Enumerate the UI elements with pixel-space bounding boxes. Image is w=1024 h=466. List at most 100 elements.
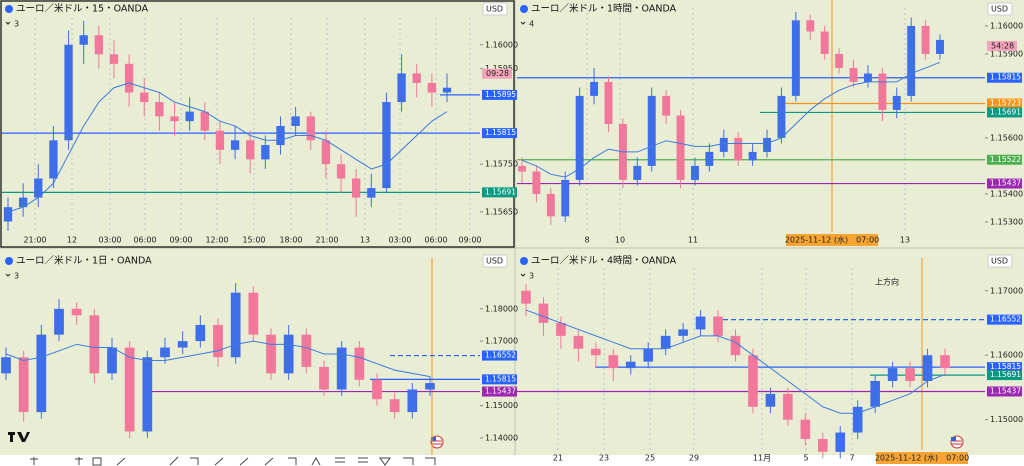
candle-body xyxy=(49,140,58,179)
x-tick-label: 09:00 xyxy=(458,236,481,245)
candle-body xyxy=(107,347,117,374)
candle-body xyxy=(412,73,421,83)
candle-body xyxy=(591,348,601,356)
price-tag xyxy=(987,386,1022,397)
price-tag-label: 1.15895 xyxy=(485,90,516,99)
currency: USD xyxy=(486,5,503,14)
candle-body xyxy=(170,116,179,122)
candle-body xyxy=(695,316,706,330)
candle-body xyxy=(608,355,619,369)
candle-body xyxy=(734,137,743,161)
price-tag-label: 1.15815 xyxy=(485,374,516,383)
candle-body xyxy=(261,145,270,160)
x-tick-label: 7 xyxy=(849,454,854,463)
candle-body xyxy=(660,335,671,349)
y-tick-label: 1.15950 xyxy=(485,64,518,73)
price-tag-label: 1.15691 xyxy=(990,107,1021,116)
price-tag xyxy=(482,374,517,385)
candle-body xyxy=(94,35,103,55)
candle-body xyxy=(291,116,300,126)
candle-body xyxy=(730,335,741,356)
marker-box xyxy=(876,452,968,464)
price-tag xyxy=(987,314,1022,325)
candle-body xyxy=(748,355,758,407)
y-tick-label: 1.15000 xyxy=(990,415,1023,424)
y-tick-label: 1.15000 xyxy=(485,401,518,410)
y-tick-label: 1.15300 xyxy=(990,217,1023,226)
candle-body xyxy=(835,432,846,452)
candle-body xyxy=(185,111,194,122)
price-tag xyxy=(987,370,1022,381)
candle-body xyxy=(246,140,255,160)
candle-body xyxy=(336,164,346,179)
candle-body xyxy=(907,25,916,96)
price-tag xyxy=(987,98,1022,109)
symbol-icon xyxy=(520,5,528,13)
candle-body xyxy=(777,95,786,138)
candle-body xyxy=(3,207,13,222)
countdown-box xyxy=(482,68,512,79)
chart-panel: ユーロ／米ドル・1時間・OANDA 4 USD 1.16000 1.15900 1.156… xyxy=(517,0,1023,246)
y-tick-label: 1.15750 xyxy=(485,160,518,169)
candle-body xyxy=(382,102,391,189)
price-tag-label: 1.15437 xyxy=(990,386,1021,395)
candle-body xyxy=(625,361,636,369)
price-tag xyxy=(987,178,1022,189)
chevron xyxy=(5,273,11,277)
indicator-count: 4 xyxy=(529,20,534,29)
x-tick-label: 21:00 xyxy=(23,236,46,245)
candle-body xyxy=(367,188,376,198)
toolbar xyxy=(0,455,1024,466)
price-tag xyxy=(482,89,517,100)
moving-average xyxy=(521,61,941,178)
candle-body xyxy=(820,31,829,54)
candle-body xyxy=(18,197,28,208)
chevron xyxy=(520,273,526,277)
moving-average xyxy=(5,340,431,378)
countdown: 54:28 xyxy=(991,41,1014,50)
price-tag xyxy=(987,362,1022,373)
y-tick-label: 1.17000 xyxy=(990,286,1023,295)
y-tick-label: 1.16000 xyxy=(485,40,518,49)
price-tag-label: 1.15815 xyxy=(990,362,1021,371)
price-tag xyxy=(987,154,1022,165)
candle-body xyxy=(34,178,43,198)
price-tag-label: 1.15815 xyxy=(485,128,516,137)
candle-body xyxy=(306,116,315,141)
candle-body xyxy=(230,292,241,358)
currency: USD xyxy=(486,257,503,266)
candle-body xyxy=(195,324,206,342)
candle-body xyxy=(442,87,452,93)
candle-body xyxy=(200,111,209,131)
toolbar-icons[interactable] xyxy=(30,456,436,466)
x-tick-label: 13 xyxy=(360,236,370,245)
active-frame xyxy=(0,0,515,248)
candle-body xyxy=(124,347,135,432)
x-tick-label: 5 xyxy=(803,454,808,463)
candle-body xyxy=(140,92,149,103)
chart-panel: ユーロ／米ドル・1日・OANDA 3 USD 1.18000 1.17000 1.1500… xyxy=(1,254,518,455)
x-tick-label: 15:00 xyxy=(242,236,265,245)
currency-box xyxy=(482,2,508,16)
price-tag-label: 1.15691 xyxy=(990,370,1021,379)
x-tick-label: 21 xyxy=(553,454,563,463)
chart-title: ユーロ／米ドル・4時間・OANDA xyxy=(531,255,677,267)
x-tick-label: 11 xyxy=(688,236,698,245)
candle-body xyxy=(835,53,844,68)
flag-icon xyxy=(950,435,964,449)
price-tag xyxy=(987,107,1022,118)
candle-body xyxy=(713,316,723,336)
y-tick-label: 1.15900 xyxy=(990,49,1023,58)
candle-body xyxy=(427,82,437,93)
candle-body xyxy=(849,67,858,82)
price-tag-label: 1.15723 xyxy=(990,98,1021,107)
x-tick-label: 06:00 xyxy=(424,236,447,245)
candle-body xyxy=(36,334,47,413)
price-tag-label: 1.16552 xyxy=(990,315,1021,324)
candle-body xyxy=(18,357,29,413)
chart-panel: ユーロ／米ドル・15・OANDA 3 USD 1.16000 1.15950 1.1575… xyxy=(2,2,518,245)
candle-body xyxy=(64,44,73,141)
candle-body xyxy=(124,63,134,93)
candle-body xyxy=(590,81,599,96)
